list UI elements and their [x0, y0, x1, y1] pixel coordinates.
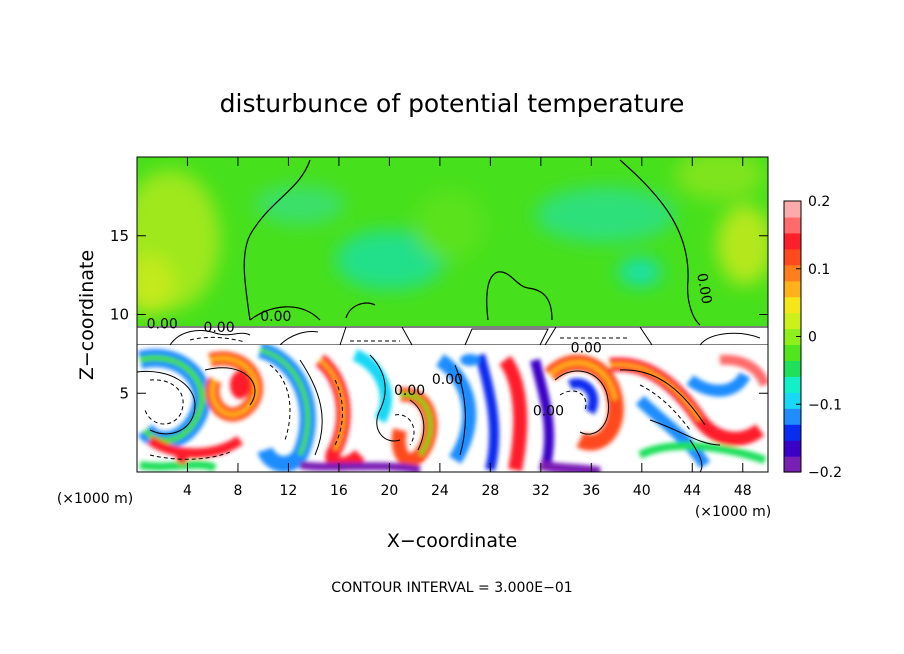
colorbar-swatch-13 — [784, 248, 801, 266]
chart-title: disturbunce of potential temperature — [220, 89, 685, 118]
colorbar-swatch-15 — [784, 216, 801, 234]
x-axis-ticks: 4 8 12 16 20 24 28 32 36 40 44 48 — [183, 157, 752, 499]
upper-contour-lines — [243, 159, 701, 326]
colorbar-swatch-9 — [784, 312, 801, 330]
y-axis-label: Z−coordinate — [76, 250, 98, 380]
upper-field-blobs — [137, 157, 768, 315]
colorbar-tick-label-1: 0.1 — [808, 262, 830, 278]
x-axis-label: X−coordinate — [387, 530, 517, 552]
colorbar-swatch-2 — [784, 424, 801, 441]
contour-label-6: 0.00 — [571, 340, 602, 356]
colorbar-tick-label-3: −0.1 — [808, 397, 842, 413]
colorbar-swatch-8 — [784, 328, 801, 346]
colorbar-swatch-1 — [784, 440, 801, 457]
colorbar-swatch-12 — [784, 264, 801, 282]
contour-label-4: 0.00 — [432, 372, 463, 388]
colorbar-swatch-14 — [784, 232, 801, 250]
contour-label-7: 0.00 — [693, 272, 714, 305]
contour-label-5: 0.00 — [533, 403, 564, 419]
transition-band — [137, 326, 768, 346]
x-tick-label-5: 24 — [431, 483, 449, 499]
x-tick-label-3: 16 — [330, 483, 348, 499]
contour-interval: CONTOUR INTERVAL = 3.000E−01 — [331, 580, 572, 596]
contour-label-3: 0.00 — [394, 383, 425, 399]
y-tick-label-0: 5 — [119, 384, 129, 402]
x-unit-right: (×1000 m) — [695, 504, 771, 520]
contour-label-1: 0.00 — [203, 320, 234, 336]
x-tick-label-10: 44 — [683, 483, 701, 499]
y-tick-label-2: 15 — [110, 227, 129, 245]
colorbar-swatch-11 — [784, 280, 801, 298]
colorbar: 0.2 0.1 0 −0.1 −0.2 — [783, 194, 842, 481]
x-tick-label-8: 36 — [582, 483, 600, 499]
colorbar-tick-label-4: −0.2 — [808, 465, 842, 481]
x-tick-label-11: 48 — [734, 483, 752, 499]
x-tick-label-4: 20 — [380, 483, 398, 499]
lower-contours-dashed — [144, 364, 691, 460]
contour-labels: 0.00 0.00 0.00 0.00 0.00 0.00 0.00 0.00 — [147, 272, 715, 419]
x-tick-label-6: 28 — [481, 483, 499, 499]
lower-turbulent-field — [137, 345, 768, 472]
lower-contours-solid — [137, 354, 721, 472]
plot-field — [137, 157, 768, 472]
colorbar-swatch-16 — [784, 201, 801, 218]
x-tick-label-0: 4 — [183, 483, 192, 499]
x-tick-label-2: 12 — [280, 483, 298, 499]
colorbar-swatch-10 — [784, 296, 801, 314]
x-tick-label-9: 40 — [633, 483, 651, 499]
colorbar-tick-label-2: 0 — [808, 330, 817, 346]
colorbar-swatch-3 — [784, 408, 801, 425]
x-tick-label-1: 8 — [233, 483, 242, 499]
y-tick-label-1: 10 — [110, 306, 129, 324]
x-tick-label-7: 32 — [532, 483, 550, 499]
colorbar-swatch-5 — [784, 376, 801, 393]
transition-dashed — [189, 336, 630, 343]
x-unit-left: (×1000 m) — [57, 491, 133, 507]
contour-label-0: 0.00 — [147, 317, 178, 333]
contour-label-2: 0.00 — [260, 309, 291, 325]
colorbar-swatch-4 — [784, 392, 801, 409]
colorbar-tick-label-0: 0.2 — [808, 194, 830, 210]
colorbar-swatch-0 — [784, 456, 801, 473]
colorbar-swatch-7 — [784, 344, 801, 362]
y-axis-ticks: 5 10 15 — [110, 227, 768, 402]
colorbar-swatch-6 — [784, 360, 801, 377]
